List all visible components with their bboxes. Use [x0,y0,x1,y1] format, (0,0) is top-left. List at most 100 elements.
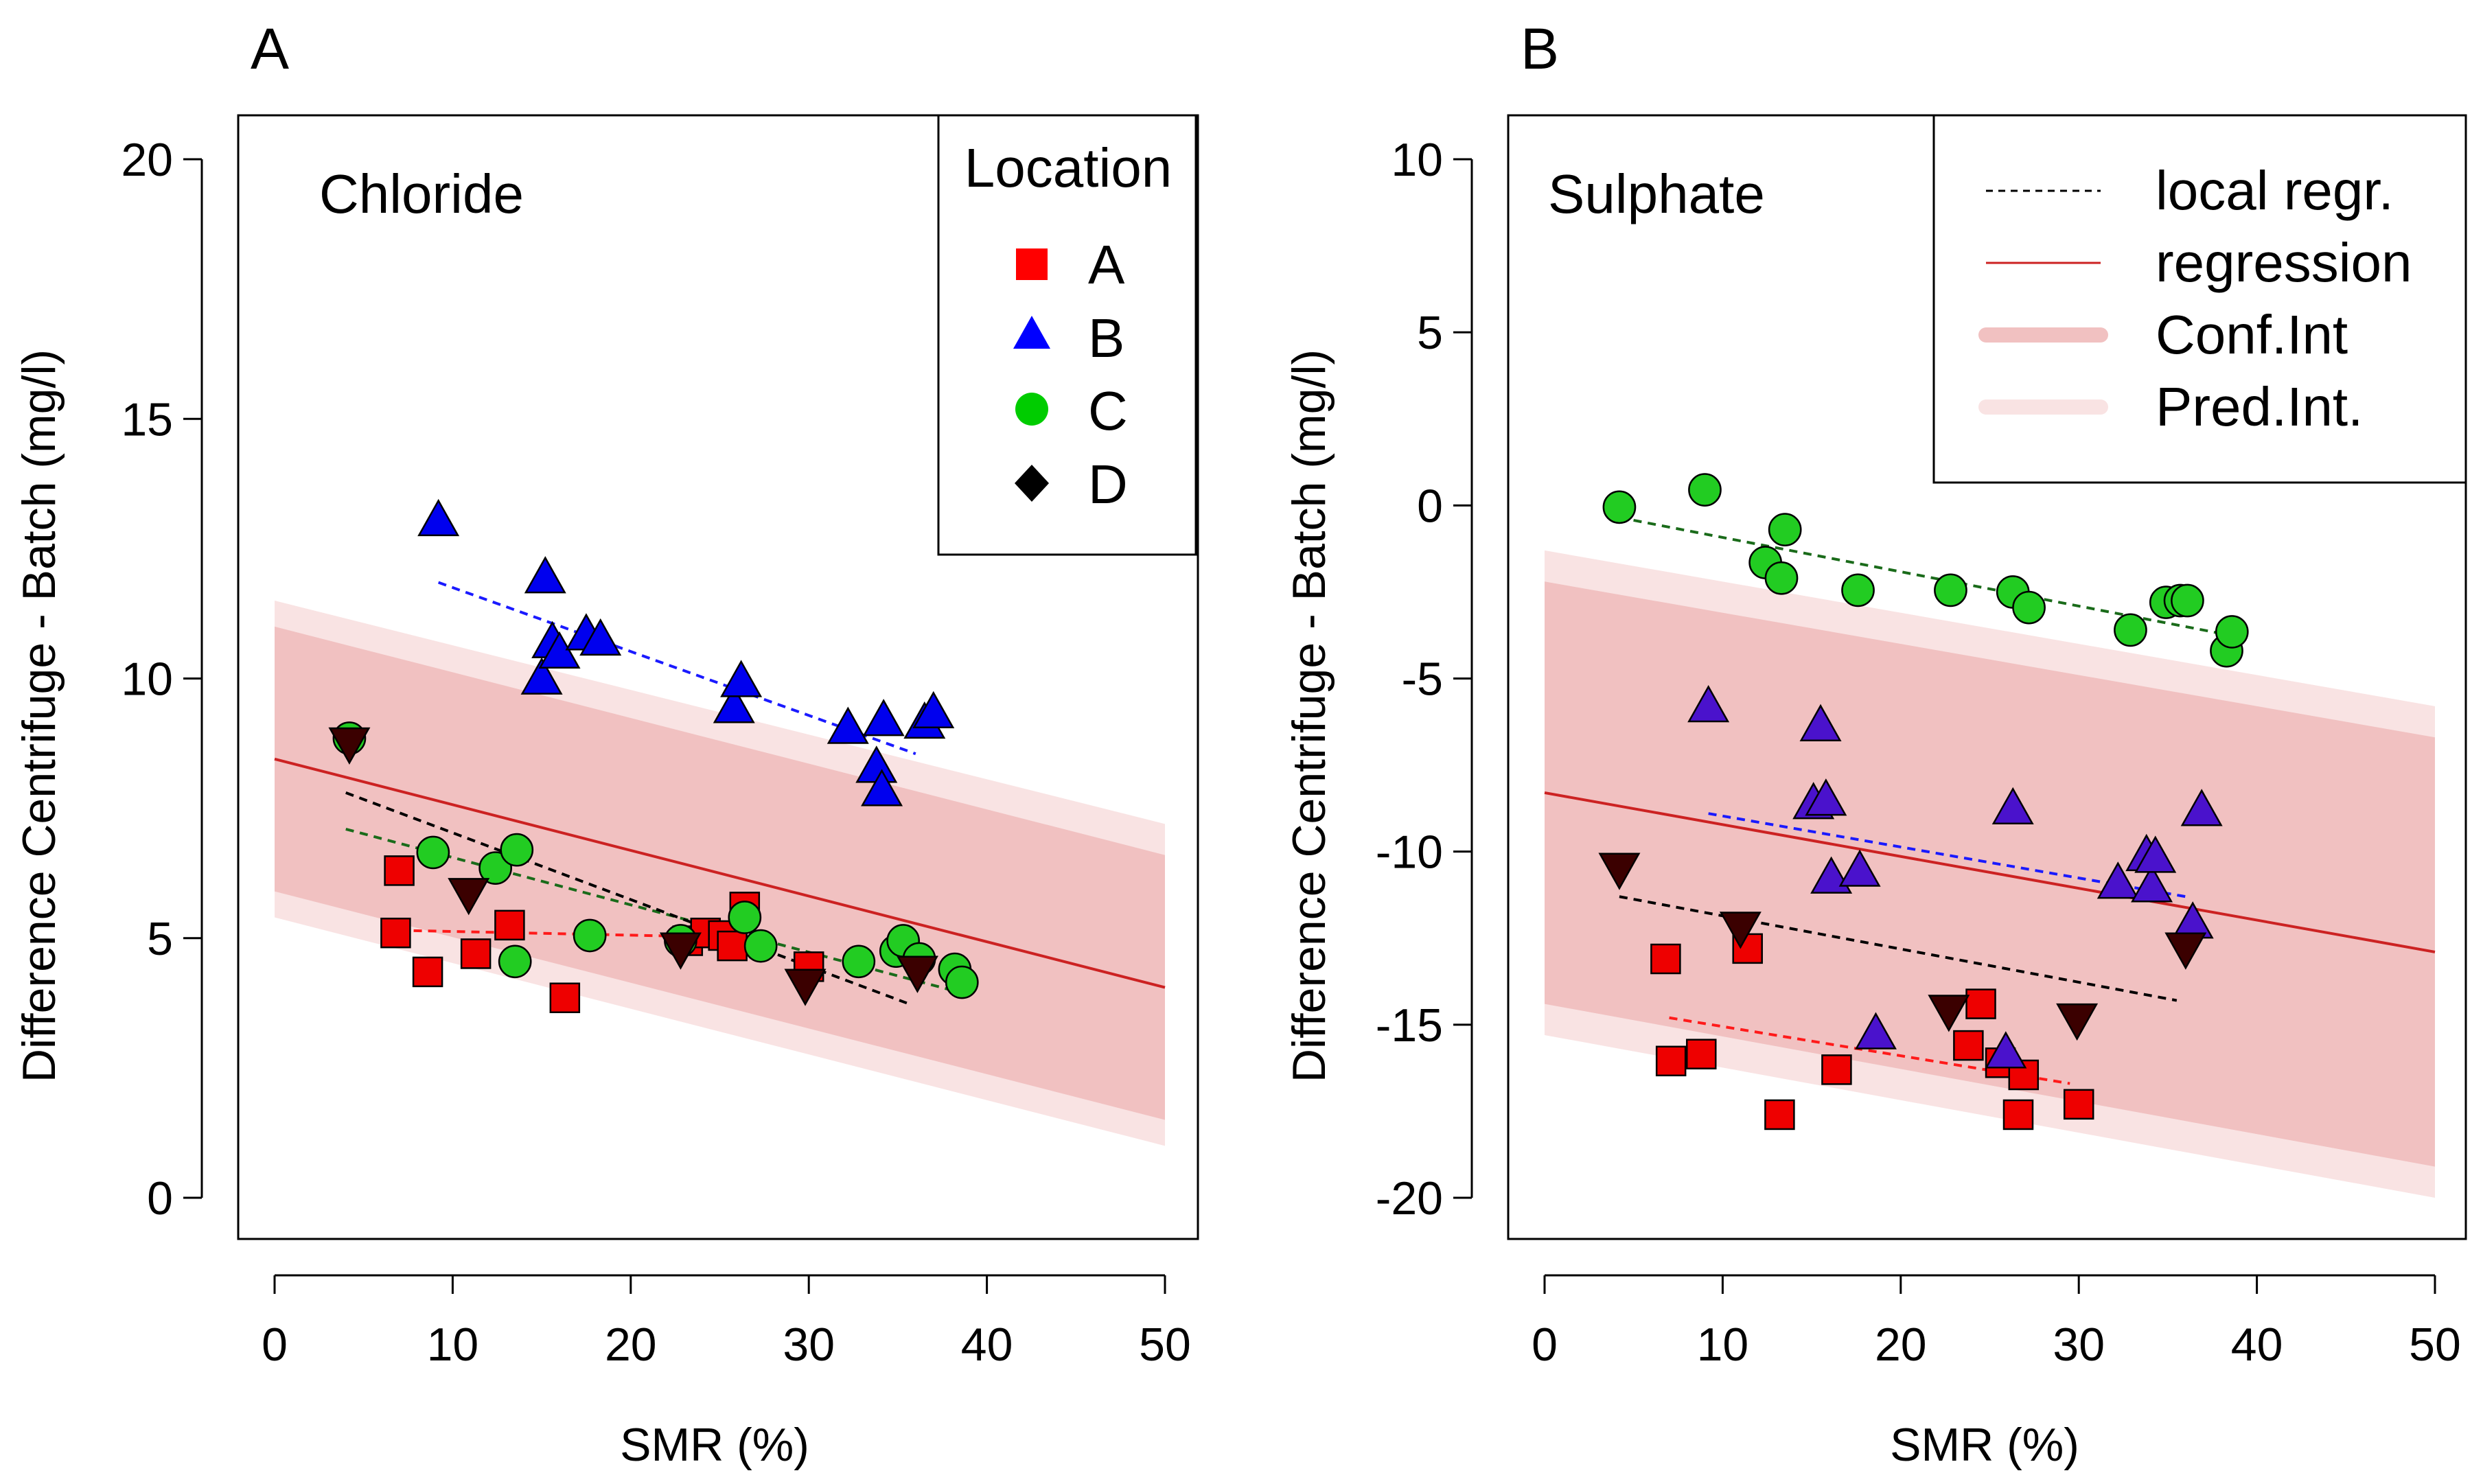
panel-b-point-c [2012,590,2046,625]
legend-regression-label: regression [2156,232,2412,293]
panel-a-point-c [728,901,762,934]
panel-b-point-c [1768,513,1802,546]
panel-b-y-tick-label: -5 [1402,653,1443,706]
panel-b-point-b [2131,865,2173,903]
panel-b-point-a [1764,1099,1795,1131]
panel-b-y-tick-label: -20 [1376,1172,1443,1225]
panel-b-y-tick-label: 5 [1417,307,1443,359]
panel-a-y-tick-label: 5 [147,913,173,965]
legend-a-marker-square [1016,248,1048,280]
panel-b-title: Sulphate [1548,163,1765,224]
panel-a-point-a [380,917,411,949]
panel-a-points [328,498,979,1013]
panel-a-y-tick-label: 0 [147,1172,173,1225]
panel-b-point-a [1953,1030,1984,1061]
panel-b-point-d [2164,932,2207,970]
panel-b-y-tick-label: 0 [1417,480,1443,532]
panel-a-x-tick-label: 50 [1139,1319,1191,1371]
panel-a-point-c [945,965,979,999]
panel-a: 0 10 20 30 40 50 0 5 10 15 20 A Chloride SMR (%) D… [13,16,1199,1471]
legend-a-label: A [1088,234,1125,295]
panel-a-point-a [384,855,415,886]
legend-local-regr-label: local regr. [2156,160,2394,221]
panel-b-xlabel: SMR (%) [1890,1419,2079,1471]
panel-b-point-b [1985,1031,2027,1069]
legend-pred-int-label: Pred.Int. [2156,376,2363,437]
legend-c-marker-circle [1015,393,1048,426]
panel-a-point-a [494,909,525,941]
panel-a-point-b [720,660,763,697]
panel-a-axes: 0 10 20 30 40 50 0 5 10 15 20 [121,134,1190,1371]
legend-c-label: C [1088,380,1128,441]
panel-b-point-d [1598,853,1641,890]
panel-a-point-a [412,956,443,988]
panel-a-point-c [743,929,778,963]
panel-b-local-fit-c [1619,516,2231,637]
panel-b-point-d [2056,1003,2099,1041]
panel-a-legend-box [937,114,1197,556]
panel-b-point-c [1841,573,1875,607]
panel-a-point-b [520,657,563,695]
panel-a-x-tick-label: 20 [605,1319,657,1371]
panel-a-ylabel: Difference Centrifuge - Batch (mg/l) [13,349,65,1082]
panel-b-y-tick-label: -15 [1376,999,1443,1052]
panel-b-point-c [1602,490,1637,524]
panel-a-point-b [417,498,460,537]
panel-b-point-c [2215,615,2249,649]
panel-a-point-d [448,878,490,916]
panel-b-point-c [1764,561,1799,595]
panel-a-point-d [659,932,702,970]
panel-b-point-a [1650,943,1681,975]
panel-b-letter: B [1521,16,1559,81]
panel-a-x-tick-label: 30 [783,1319,835,1371]
panel-a-point-a [460,938,492,969]
panel-b-regression-line [1544,791,2436,953]
panel-a-point-b [861,769,903,807]
panel-b-x-tick-label: 40 [2231,1319,2283,1371]
panel-a-point-c [416,835,450,870]
panel-a-point-d [896,955,938,993]
panel-a-legend: Location A B C D [937,114,1197,556]
panel-b-point-b [1687,684,1730,723]
panel-a-point-b [579,618,622,656]
panel-b-point-b [2134,835,2177,873]
panel-b-legend: local regr. regression Conf.Int Pred.Int… [1932,114,2467,484]
panel-a-point-b [827,706,869,744]
panel-b-point-a [2002,1099,2034,1131]
panel-b-bands [1545,550,2435,1198]
panel-a-point-c [498,944,532,979]
panel-a-y-tick-label: 15 [121,393,173,445]
panel-a-x-tick-label: 10 [427,1319,479,1371]
panel-b-point-a [1965,988,1996,1019]
panel-b-point-c [1688,473,1722,507]
panel-a-y-tick-label: 20 [121,134,173,186]
panel-b-point-b [2097,861,2139,899]
panel-b-point-d [1719,912,1762,949]
panel-a-regression-line [274,757,1166,989]
panel-a-point-a [717,930,748,962]
panel-b-point-b [1838,849,1881,887]
panel-b-y-tick-label: 10 [1391,134,1443,186]
legend-d-label: D [1088,454,1128,515]
legend-b-label: B [1088,308,1124,369]
panel-a-point-c [478,851,513,885]
panel-b-x-tick-label: 50 [2409,1319,2461,1371]
panel-a-local-fit-a [399,929,774,940]
panel-b-y-tick-label: -10 [1376,826,1443,879]
panel-b-point-b [2180,789,2223,826]
panel-a-title: Chloride [319,163,524,224]
panel-a-x-tick-label: 0 [262,1319,288,1371]
panel-b-point-a [2063,1089,2094,1120]
panel-a-letter: A [251,16,289,81]
panel-b-legend-box [1932,114,2467,484]
panel-a-point-a [549,982,581,1013]
panel-b-ylabel: Difference Centrifuge - Batch (mg/l) [1283,349,1335,1082]
panel-a-x-tick-label: 40 [961,1319,1013,1371]
panel-b-point-a [1686,1039,1717,1069]
panel-b-point-b [1799,704,1842,741]
panel-b-x-tick-label: 30 [2053,1319,2105,1371]
panel-b-x-tick-label: 0 [1532,1319,1558,1371]
panel-a-local-fit-b [437,581,916,756]
panel-b-points [1598,473,2249,1131]
panel-b-x-tick-label: 10 [1697,1319,1749,1371]
